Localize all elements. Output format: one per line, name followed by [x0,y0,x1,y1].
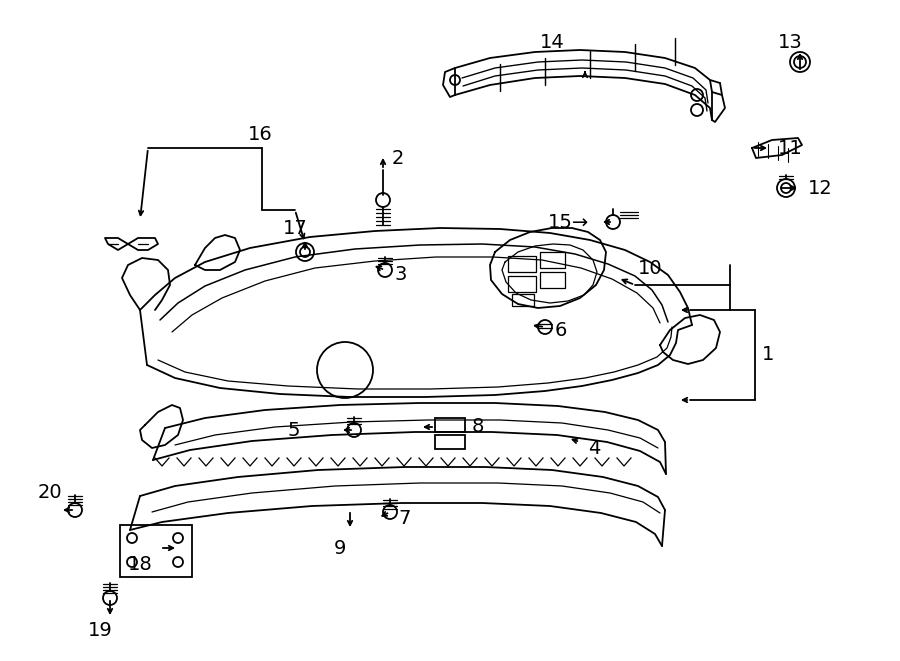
Text: 6: 6 [555,321,567,340]
Text: 18: 18 [128,555,152,574]
Text: 20: 20 [38,483,62,502]
Bar [508,276,536,292]
Bar [540,252,565,268]
Bar [435,418,465,432]
Bar [512,294,534,306]
Text: 14: 14 [540,32,565,52]
Bar [435,435,465,449]
Text: 11: 11 [778,139,803,157]
Text: 10: 10 [638,258,662,278]
Text: 15→: 15→ [548,212,590,231]
Text: 9: 9 [334,539,346,557]
Text: 7: 7 [398,508,410,527]
Bar [508,256,536,272]
Text: 16: 16 [248,126,273,145]
Text: 2: 2 [392,149,404,167]
Text: 3: 3 [395,266,408,284]
Text: 17: 17 [283,219,308,237]
Text: 19: 19 [87,621,112,639]
Text: 5: 5 [287,420,300,440]
Text: 12: 12 [808,178,833,198]
Bar [540,272,565,288]
Text: 8: 8 [472,418,484,436]
Text: 13: 13 [778,32,803,52]
Bar [120,525,192,577]
Text: 1: 1 [762,346,774,364]
Text: 4: 4 [588,438,600,457]
